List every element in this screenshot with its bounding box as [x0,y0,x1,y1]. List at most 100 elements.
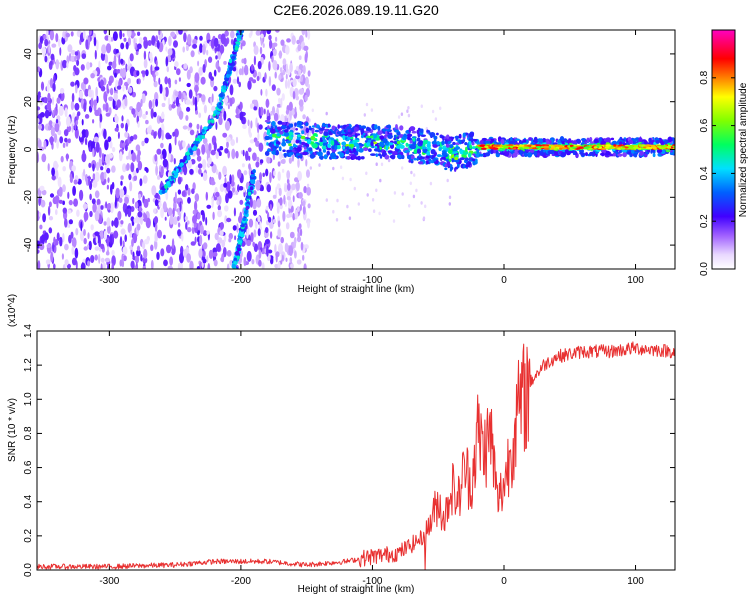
heatmap-cell [434,117,438,121]
heatmap-cell [166,66,169,73]
heatmap-cell [195,110,199,115]
snr-panel: -300 -200 -100 0 100 0.0 0.2 0.4 0.6 0.8 1.0 1.2 1.… [7,294,676,595]
colorbar-label: Normalized spectral amplitude [738,82,749,217]
heatmap-cell [560,151,567,157]
heatmap-cell [160,248,165,257]
heatmap-cell [81,53,87,59]
heatmap-cell [228,237,232,243]
heatmap-cell [303,186,307,194]
heatmap-cell [328,131,332,135]
heatmap-cell [277,171,281,182]
heatmap-cell [278,151,283,160]
heatmap-cell [64,107,68,118]
heatmap-cell [130,32,136,37]
heatmap-cell [67,138,71,144]
heatmap-cell [379,135,385,140]
heatmap-cell [326,147,332,151]
y-tick-label: 20 [23,96,34,108]
heatmap-cell [375,162,378,166]
heatmap-cell [260,35,263,46]
heatmap-cell [297,134,302,138]
heatmap-cell [133,134,138,140]
heatmap-cell [48,227,53,234]
heatmap-cell [83,211,89,221]
heatmap-cell [114,115,119,124]
heatmap-cell [342,135,346,141]
heatmap-cell [187,197,191,204]
heatmap-cell [174,128,179,138]
heatmap-cell [44,109,50,119]
heatmap-cell [249,132,252,138]
heatmap-cell [247,80,252,90]
heatmap-cell [207,263,211,269]
heatmap-cell [106,217,111,227]
heatmap-cell [265,205,269,211]
heatmap-cell [297,170,302,182]
heatmap-cell [137,43,142,50]
heatmap-cell [83,168,86,177]
heatmap-cell [170,244,176,256]
heatmap-cell [366,193,369,197]
heatmap-cell [269,231,273,239]
heatmap-cell [295,95,300,101]
heatmap-cell [331,152,335,156]
heatmap-cell [605,150,609,156]
heatmap-cell [118,54,121,66]
heatmap-cell [236,34,242,39]
heatmap-cell [287,68,291,76]
heatmap-cell [650,144,655,148]
heatmap-cell [657,149,663,153]
heatmap-cell [74,55,77,62]
heatmap-cell [259,172,262,182]
heatmap-cell [140,254,143,262]
heatmap-cell [124,144,128,152]
heatmap-cell [343,129,347,133]
heatmap-cell [302,114,306,120]
heatmap-cell [195,165,199,173]
heatmap-cell [264,239,270,245]
heatmap-cell [493,144,501,147]
x-tick-label: -300 [99,275,119,286]
spectrogram-x-axis-label: Height of straight line (km) [298,284,415,295]
heatmap-cell [422,148,428,154]
heatmap-cell [136,78,139,85]
heatmap-cell [515,138,520,141]
heatmap-cell [579,151,583,155]
heatmap-cell [207,125,212,130]
heatmap-cell [179,252,184,264]
heatmap-cell [244,210,248,215]
heatmap-cell [440,156,447,160]
heatmap-cell [455,146,461,150]
heatmap-cell [590,141,595,144]
heatmap-cell [106,237,110,247]
heatmap-cell [230,30,235,39]
heatmap-cell [409,181,412,186]
heatmap-cell [112,98,116,110]
heatmap-cell [305,88,310,98]
heatmap-cell [375,153,378,158]
heatmap-cell [542,138,546,141]
heatmap-cell [327,143,331,149]
heatmap-cell [280,97,283,108]
heatmap-cell [157,204,160,210]
heatmap-cell [431,109,435,114]
heatmap-cell [142,241,146,250]
heatmap-cell [382,151,386,157]
heatmap-cell [447,161,451,167]
heatmap-cell [530,149,535,153]
heatmap-cell [407,106,410,110]
heatmap-cell [339,152,345,158]
heatmap-cell [222,247,227,258]
heatmap-cell [156,40,160,49]
heatmap-cell [239,199,244,205]
heatmap-cell [83,229,86,236]
heatmap-cell [96,198,101,206]
heatmap-cell [584,146,590,149]
heatmap-cell [222,165,228,176]
heatmap-cell [464,157,469,162]
heatmap-cell [122,255,127,262]
heatmap-cell [248,163,251,170]
heatmap-cell [268,34,272,41]
heatmap-cell [392,219,396,223]
heatmap-cell [71,257,77,266]
